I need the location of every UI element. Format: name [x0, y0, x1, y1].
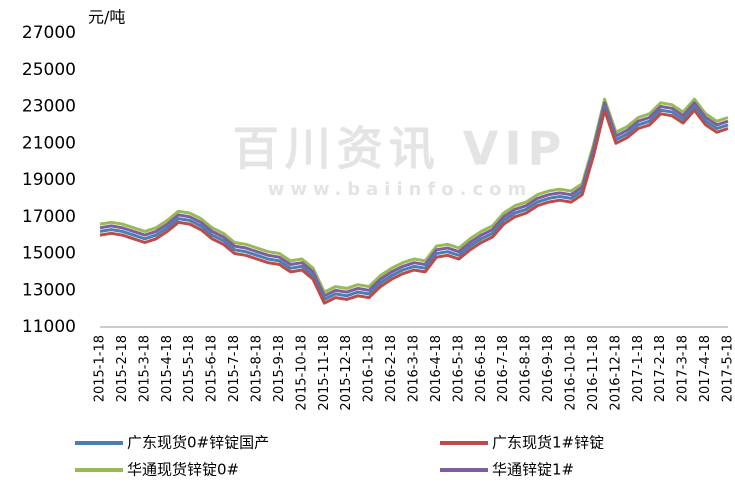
- x-tick-label: 2017-5-18: [721, 335, 735, 402]
- x-tick-label: 2015-7-18: [227, 335, 242, 402]
- y-tick-label: 17000: [22, 207, 76, 227]
- x-tick-label: 2015-2-18: [115, 335, 130, 402]
- y-tick-label: 27000: [22, 23, 76, 43]
- x-tick-label: 2016-11-18: [586, 335, 601, 411]
- x-tick-label: 2015-3-18: [137, 335, 152, 402]
- x-tick-label: 2015-9-18: [272, 335, 287, 402]
- x-tick-label: 2015-6-18: [205, 335, 220, 402]
- x-tick-label: 2016-8-18: [519, 335, 534, 402]
- y-tick-label: 23000: [22, 97, 76, 117]
- x-tick-label: 2015-12-18: [339, 335, 354, 411]
- x-tick-label: 2016-12-18: [608, 335, 623, 411]
- y-tick-label: 19000: [22, 170, 76, 190]
- x-tick-label: 2016-6-18: [474, 335, 489, 402]
- x-tick-label: 2015-11-18: [317, 335, 332, 411]
- series-line: [99, 105, 729, 301]
- y-tick-label: 21000: [22, 133, 76, 153]
- legend-label: 华通锌锭1#: [492, 461, 574, 479]
- x-tick-label: 2016-10-18: [564, 335, 579, 411]
- x-tick-label: 2016-3-18: [407, 335, 422, 402]
- y-tick-label: 11000: [22, 317, 76, 337]
- x-tick-label: 2017-2-18: [653, 335, 668, 402]
- x-tick-label: 2017-1-18: [631, 335, 646, 402]
- x-tick-label: 2016-1-18: [362, 335, 377, 402]
- x-tick-label: 2015-5-18: [182, 335, 197, 402]
- x-tick-label: 2015-10-18: [294, 335, 309, 411]
- x-tick-label: 2015-8-18: [250, 335, 265, 402]
- y-unit: 元/吨: [88, 8, 125, 27]
- x-tick-label: 2017-3-18: [676, 335, 691, 402]
- x-tick-label: 2016-4-18: [429, 335, 444, 402]
- x-tick-label: 2016-9-18: [541, 335, 556, 402]
- x-tick-label: 2015-4-18: [160, 335, 175, 402]
- x-tick-label: 2015-1-18: [93, 335, 108, 402]
- watermark: 百川资讯 VIP: [233, 122, 567, 176]
- watermark-url: www.baiinfo.com: [268, 179, 533, 200]
- series-line: [99, 108, 729, 305]
- y-tick-label: 25000: [22, 60, 76, 80]
- y-tick-label: 15000: [22, 244, 76, 264]
- series-line: [99, 97, 729, 294]
- legend-label: 广东现货0#锌锭国产: [127, 434, 269, 452]
- x-tick-label: 2016-2-18: [384, 335, 399, 402]
- legend-label: 华通现货锌锭0#: [127, 461, 239, 479]
- x-tick-label: 2017-4-18: [698, 335, 713, 402]
- y-tick-label: 13000: [22, 280, 76, 300]
- legend-label: 广东现货1#锌锭: [492, 434, 604, 452]
- x-tick-label: 2016-5-18: [451, 335, 466, 402]
- x-tick-label: 2016-7-18: [496, 335, 511, 402]
- series-line: [99, 101, 729, 298]
